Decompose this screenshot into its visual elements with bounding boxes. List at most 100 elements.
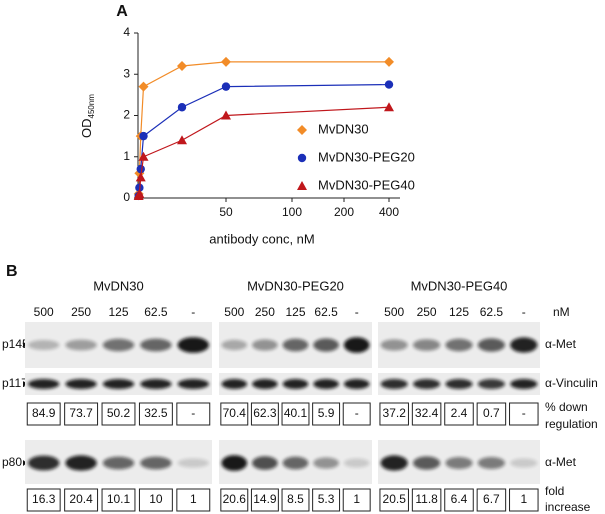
table-value: 37.2 [383,406,407,420]
data-point [139,131,148,141]
table-value: 20.4 [69,492,93,506]
table-value: 0.7 [483,406,500,420]
panel-label: A [116,3,128,20]
y-tick-label: 3 [123,66,130,80]
table-value: 62.3 [253,406,277,420]
table-value: 6.4 [451,492,468,506]
lane-label: 500 [34,305,54,319]
legend-marker [297,153,307,163]
blot-band [221,379,248,389]
x-tick-label: 200 [334,205,354,219]
blot-band [282,379,309,389]
lane-label: 250 [71,305,91,319]
data-point [221,110,231,120]
blot-band [140,456,172,470]
table-value: 40.1 [284,406,308,420]
antibody-label: α-Met [545,337,577,351]
table-cell [312,488,341,512]
lane-label: 62.5 [144,305,168,319]
blot-band [177,337,210,353]
blot-band [27,455,60,471]
table-cell [444,402,474,426]
blot-band [102,456,135,470]
blot-band [65,455,97,471]
lane-label: - [191,305,195,319]
y-tick-label: 2 [123,108,130,122]
data-point [177,103,187,112]
data-point [221,56,231,67]
table-value: - [522,406,526,420]
row-label: increase [545,500,591,514]
lane-label: 62.5 [480,305,504,319]
row-label: fold [545,484,564,498]
panel-label: B [6,263,18,280]
band-marker-label: p80 [2,455,22,469]
y-label-sub: 450nm [87,94,96,119]
blot-band [221,455,248,471]
table-value: 5.9 [318,406,335,420]
lane-label: 250 [417,305,437,319]
table-value: 73.7 [69,406,93,420]
group-name: MvDN30 [93,278,144,293]
legend-label: MvDN30-PEG20 [318,149,415,164]
blot-band [380,379,408,389]
table-value: 84.9 [32,406,56,420]
lane-label: 125 [108,305,128,319]
blot-band [252,339,278,351]
data-point [136,164,145,174]
blot-band [27,379,60,389]
blot-band [282,338,309,352]
legend-label: MvDN30 [318,121,369,136]
data-point [134,188,145,198]
blot-band [177,458,210,468]
legend-marker [297,181,307,190]
y-tick-label: 1 [123,149,130,163]
lane-label: 125 [449,305,469,319]
blot-band [412,339,441,351]
blot-band [510,379,538,389]
blot-band [380,455,408,471]
lane-label: 125 [285,305,305,319]
y-tick-label: 0 [123,190,130,204]
data-point [221,82,231,91]
table-value: 6.7 [483,492,500,506]
table-value: 20.6 [223,492,247,506]
blot-band [221,339,248,351]
y-tick-label: 4 [123,25,130,39]
table-cell [411,402,442,426]
table-cell [342,488,371,512]
data-point [384,102,394,112]
y-axis-label: OD450nm [79,94,96,138]
table-cell [101,402,136,426]
table-cell [64,488,99,512]
blot-band [102,379,135,389]
table-cell [476,488,507,512]
blot-band [477,457,506,469]
lane-label: - [522,305,526,319]
table-cell [312,402,341,426]
table-cell [281,402,310,426]
band-marker-label: p117 [2,376,28,390]
table-value: 32.5 [144,406,168,420]
blot-band [477,379,506,389]
table-value: 10.1 [107,492,131,506]
table-cell [444,488,474,512]
table-cell [64,402,99,426]
table-cell [176,488,211,512]
table-value: 32.4 [415,406,439,420]
table-value: 16.3 [32,492,56,506]
table-value: - [191,406,195,420]
data-point [177,61,187,71]
table-value: 5.3 [318,492,335,506]
x-tick-label: 400 [379,205,399,219]
blot-band [343,458,370,468]
table-cell [176,402,211,426]
data-point [135,172,146,182]
lane-label: - [355,305,359,319]
table-value: 1 [353,492,360,506]
blot-band [177,379,210,389]
table-cell [26,402,61,426]
data-point [138,151,149,161]
table-value: 11.8 [415,492,438,506]
